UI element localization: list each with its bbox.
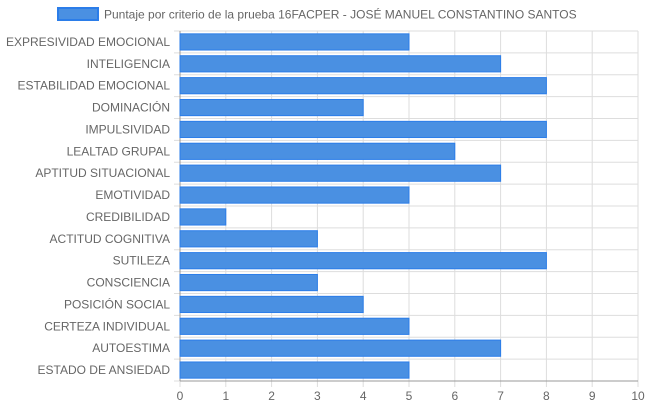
bar[interactable] bbox=[179, 361, 410, 379]
bar[interactable] bbox=[179, 295, 364, 314]
bar[interactable] bbox=[179, 142, 456, 160]
x-tick-label: 9 bbox=[589, 389, 596, 403]
bar[interactable] bbox=[179, 208, 227, 226]
bar[interactable] bbox=[179, 77, 547, 95]
y-tick-label: SUTILEZA bbox=[113, 254, 170, 268]
y-tick-label: LEALTAD GRUPAL bbox=[67, 144, 171, 158]
y-tick-label: INTELIGENCIA bbox=[87, 57, 170, 71]
x-tick-label: 5 bbox=[406, 389, 413, 403]
bar[interactable] bbox=[179, 120, 547, 139]
y-tick-label: APTITUD SITUACIONAL bbox=[35, 166, 170, 180]
bar[interactable] bbox=[179, 164, 502, 182]
y-tick-label: POSICIÓN SOCIAL bbox=[64, 296, 170, 311]
x-tick-label: 0 bbox=[177, 389, 184, 403]
x-tick-label: 3 bbox=[314, 389, 321, 403]
x-tick-label: 4 bbox=[360, 389, 367, 403]
x-tick-label: 7 bbox=[497, 389, 504, 403]
y-tick-label: AUTOESTIMA bbox=[92, 341, 170, 355]
legend-swatch bbox=[57, 7, 99, 21]
y-tick-label: CONSCIENCIA bbox=[87, 276, 170, 290]
y-tick-label: DOMINACIÓN bbox=[92, 100, 170, 115]
y-tick-label: IMPULSIVIDAD bbox=[85, 122, 170, 136]
bar[interactable] bbox=[179, 230, 318, 248]
y-axis-labels: EXPRESIVIDAD EMOCIONAL INTELIGENCIA ESTABI… bbox=[6, 35, 170, 377]
x-tick-label: 10 bbox=[631, 389, 645, 403]
y-tick-label: EXPRESIVIDAD EMOCIONAL bbox=[6, 35, 170, 49]
legend-label: Puntaje por criterio de la prueba 16FACP… bbox=[104, 7, 577, 22]
bar[interactable] bbox=[179, 98, 364, 117]
y-tick-label: ESTABILIDAD EMOCIONAL bbox=[18, 79, 171, 93]
bars bbox=[179, 33, 547, 379]
bar[interactable] bbox=[179, 273, 318, 292]
bar[interactable] bbox=[179, 252, 547, 270]
bar[interactable] bbox=[179, 33, 410, 51]
y-tick-label: EMOTIVIDAD bbox=[95, 188, 170, 202]
x-tick-label: 2 bbox=[268, 389, 275, 403]
bar[interactable] bbox=[179, 186, 410, 204]
bar[interactable] bbox=[179, 317, 410, 335]
y-tick-label: CERTEZA INDIVIDUAL bbox=[44, 319, 170, 333]
x-tick-label: 8 bbox=[543, 389, 550, 403]
y-tick-label: ACTITUD COGNITIVA bbox=[50, 232, 170, 246]
bar[interactable] bbox=[179, 339, 502, 357]
x-tick-label: 1 bbox=[222, 389, 229, 403]
legend[interactable]: Puntaje por criterio de la prueba 16FACP… bbox=[57, 7, 577, 22]
x-axis-labels: 0 1 2 3 4 5 6 7 8 9 10 bbox=[177, 389, 645, 403]
x-tick-label: 6 bbox=[451, 389, 458, 403]
y-tick-label: CREDIBILIDAD bbox=[86, 210, 170, 224]
bar[interactable] bbox=[179, 55, 502, 73]
y-tick-label: ESTADO DE ANSIEDAD bbox=[38, 363, 171, 377]
